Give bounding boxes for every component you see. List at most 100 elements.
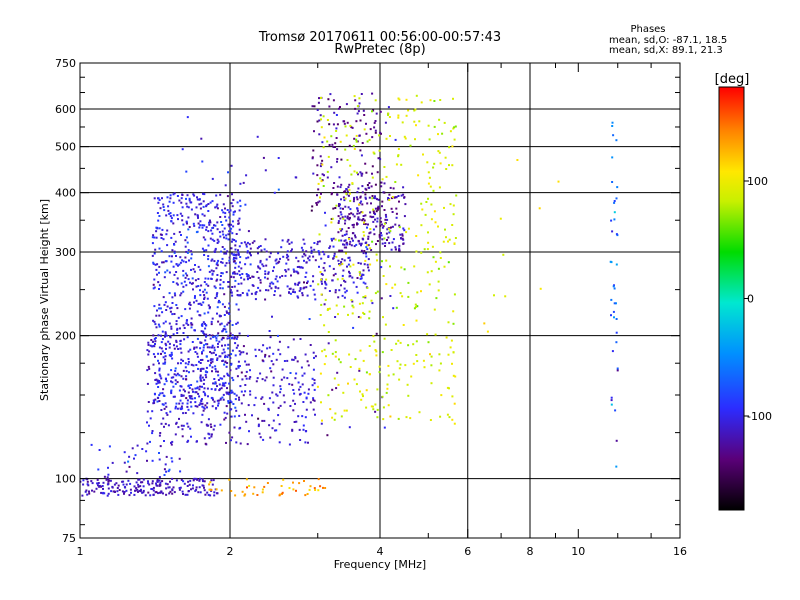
- data-point: [280, 246, 283, 249]
- data-point: [197, 302, 200, 305]
- data-point: [218, 340, 221, 343]
- data-point: [234, 244, 237, 247]
- data-point: [203, 214, 206, 217]
- data-point: [236, 321, 239, 324]
- data-point: [334, 339, 337, 342]
- data-point: [361, 302, 364, 305]
- data-point: [201, 352, 203, 355]
- data-point: [320, 180, 323, 183]
- data-point: [414, 138, 416, 141]
- data-point: [172, 193, 175, 196]
- data-point: [172, 201, 175, 204]
- data-point: [158, 373, 161, 376]
- data-point: [159, 375, 162, 378]
- data-point: [181, 490, 184, 493]
- data-point: [371, 172, 373, 175]
- data-point: [172, 376, 175, 379]
- data-point: [200, 202, 203, 205]
- data-point: [196, 386, 199, 389]
- data-point: [420, 224, 423, 227]
- data-point: [172, 281, 175, 283]
- data-point: [359, 149, 362, 152]
- data-point: [102, 481, 105, 484]
- data-point: [202, 349, 205, 352]
- data-point: [170, 441, 172, 444]
- data-point: [233, 336, 236, 339]
- data-point: [364, 197, 367, 200]
- data-point: [180, 315, 183, 318]
- data-point: [207, 230, 210, 233]
- data-point: [261, 378, 264, 381]
- data-point: [235, 253, 238, 256]
- data-point: [237, 253, 240, 256]
- data-point: [113, 483, 116, 486]
- data-point: [212, 428, 215, 431]
- data-point: [340, 229, 343, 232]
- data-point: [430, 218, 433, 221]
- data-point: [183, 280, 186, 283]
- data-point: [157, 219, 160, 222]
- data-point: [378, 134, 381, 137]
- data-point: [376, 408, 379, 411]
- data-point: [240, 402, 243, 405]
- data-point: [203, 489, 206, 492]
- data-point: [210, 361, 213, 364]
- data-point: [236, 344, 239, 347]
- data-point: [615, 318, 618, 320]
- data-point: [107, 466, 109, 469]
- data-point: [312, 255, 315, 258]
- data-point: [384, 323, 387, 326]
- data-point: [428, 283, 431, 286]
- data-point: [422, 359, 425, 362]
- data-point: [220, 221, 223, 223]
- data-point: [171, 460, 174, 463]
- data-point: [331, 279, 334, 282]
- data-point: [402, 193, 405, 196]
- data-point: [147, 401, 150, 403]
- data-point: [235, 394, 238, 397]
- data-point: [233, 260, 236, 263]
- data-point: [195, 488, 198, 491]
- data-point: [159, 484, 162, 487]
- data-point: [362, 231, 365, 234]
- data-point: [449, 346, 452, 349]
- data-point: [416, 305, 419, 308]
- data-point: [133, 457, 135, 460]
- data-point: [225, 391, 228, 394]
- data-point: [439, 162, 442, 165]
- data-point: [448, 146, 451, 149]
- data-point: [181, 194, 184, 196]
- data-point: [359, 196, 362, 199]
- data-point: [230, 240, 233, 243]
- data-point: [164, 422, 167, 425]
- data-point: [213, 378, 216, 380]
- data-point: [257, 425, 260, 428]
- data-point: [343, 246, 346, 249]
- data-point: [359, 262, 362, 265]
- data-point: [237, 366, 240, 369]
- data-point: [246, 275, 249, 278]
- data-point: [144, 494, 147, 497]
- data-point: [338, 239, 340, 242]
- data-point: [170, 220, 173, 223]
- data-point: [107, 487, 110, 490]
- data-point: [339, 186, 342, 189]
- data-point: [448, 387, 450, 390]
- data-point: [136, 488, 139, 491]
- data-point: [339, 361, 342, 364]
- data-point: [376, 220, 379, 223]
- data-point: [152, 262, 155, 265]
- data-point: [211, 405, 214, 408]
- data-point: [444, 228, 446, 231]
- data-point: [359, 119, 362, 122]
- data-point: [185, 322, 188, 325]
- data-point: [160, 490, 163, 493]
- data-point: [615, 263, 618, 266]
- data-point: [303, 281, 305, 284]
- data-point: [264, 276, 266, 279]
- data-point: [381, 178, 384, 181]
- data-point: [165, 412, 168, 415]
- data-point: [171, 296, 174, 299]
- data-point: [378, 149, 381, 152]
- data-point: [196, 405, 199, 408]
